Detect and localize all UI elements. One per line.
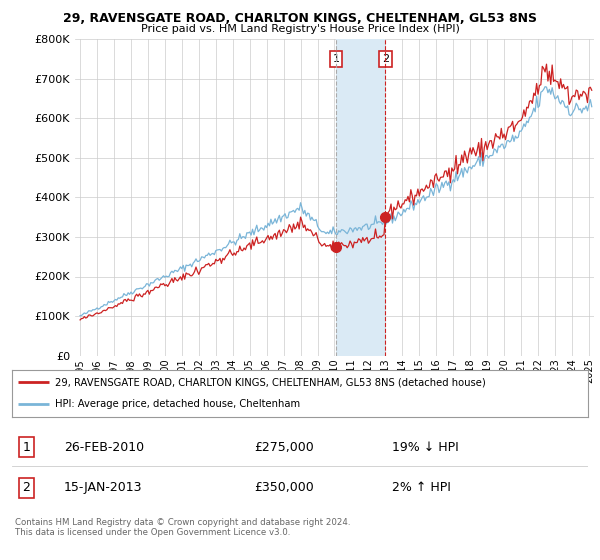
Text: 29, RAVENSGATE ROAD, CHARLTON KINGS, CHELTENHAM, GL53 8NS: 29, RAVENSGATE ROAD, CHARLTON KINGS, CHE… <box>63 12 537 25</box>
Text: 19% ↓ HPI: 19% ↓ HPI <box>392 441 459 454</box>
Text: 1: 1 <box>22 441 31 454</box>
Text: 1: 1 <box>332 54 340 64</box>
Text: 2: 2 <box>382 54 389 64</box>
Text: 15-JAN-2013: 15-JAN-2013 <box>64 482 142 494</box>
Text: HPI: Average price, detached house, Cheltenham: HPI: Average price, detached house, Chel… <box>55 399 301 409</box>
Text: 26-FEB-2010: 26-FEB-2010 <box>64 441 144 454</box>
Text: 2% ↑ HPI: 2% ↑ HPI <box>392 482 451 494</box>
Text: £350,000: £350,000 <box>254 482 314 494</box>
Text: Contains HM Land Registry data © Crown copyright and database right 2024.
This d: Contains HM Land Registry data © Crown c… <box>15 518 350 538</box>
Text: £275,000: £275,000 <box>254 441 314 454</box>
Text: Price paid vs. HM Land Registry's House Price Index (HPI): Price paid vs. HM Land Registry's House … <box>140 24 460 34</box>
Bar <box>336 39 385 356</box>
Text: 2: 2 <box>22 482 31 494</box>
Text: 29, RAVENSGATE ROAD, CHARLTON KINGS, CHELTENHAM, GL53 8NS (detached house): 29, RAVENSGATE ROAD, CHARLTON KINGS, CHE… <box>55 377 486 388</box>
